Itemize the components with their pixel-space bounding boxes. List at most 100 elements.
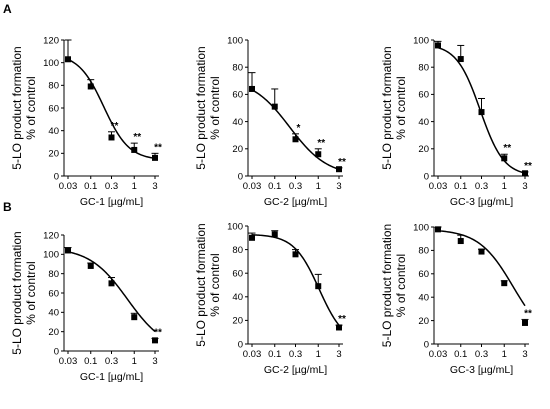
data-point <box>65 56 71 63</box>
y-tick-label: 40 <box>232 292 243 303</box>
significance-mark: ** <box>524 161 532 172</box>
data-point <box>435 226 441 233</box>
y-axis-label: 5-LO product formation <box>10 231 24 354</box>
x-tick-label: 0.3 <box>105 356 118 367</box>
y-tick-label: 40 <box>48 126 59 137</box>
significance-mark: ** <box>133 132 141 143</box>
data-point <box>152 154 158 161</box>
significance-mark: * <box>297 123 301 134</box>
y-tick-label: 0 <box>54 346 59 357</box>
y-axis-label: 5-LO product formation <box>380 46 394 169</box>
y-tick-label: 20 <box>232 144 243 155</box>
y-axis-label: % of control <box>394 254 408 317</box>
y-tick-label: 0 <box>54 171 59 182</box>
data-point <box>292 136 299 143</box>
x-axis-label: GC-3 [µg/mL] <box>450 196 513 208</box>
data-point <box>457 238 464 245</box>
y-tick-label: 40 <box>418 117 429 128</box>
y-tick-label: 100 <box>227 221 243 232</box>
y-axis-label: 5-LO product formation <box>194 46 208 169</box>
data-point <box>131 314 138 321</box>
y-tick-label: 100 <box>227 35 243 46</box>
x-tick-label: 0.1 <box>268 181 281 192</box>
y-axis-label: % of control <box>24 261 38 324</box>
x-axis-label: GC-2 [µg/mL] <box>264 196 327 208</box>
y-tick-label: 60 <box>232 269 243 280</box>
data-point <box>87 262 94 269</box>
x-tick-label: 0.1 <box>268 349 281 360</box>
y-tick-label: 20 <box>48 327 59 338</box>
x-tick-label: 3 <box>152 356 157 367</box>
data-point <box>336 166 342 173</box>
significance-mark: ** <box>154 142 162 153</box>
data-point <box>131 146 138 153</box>
y-tick-label: 0 <box>238 339 243 350</box>
y-tick-label: 80 <box>418 246 429 257</box>
data-point <box>65 247 71 254</box>
x-tick-label: 0.03 <box>429 181 448 192</box>
fit-curve <box>437 230 526 307</box>
y-tick-label: 20 <box>418 316 429 327</box>
data-point <box>315 283 322 290</box>
y-tick-label: 60 <box>418 269 429 280</box>
y-tick-label: 120 <box>43 230 59 241</box>
data-point <box>271 103 278 110</box>
fit-curve <box>251 89 340 171</box>
fit-curve <box>67 58 156 160</box>
data-point <box>478 109 485 116</box>
chart-panel-3: 0 20 40 60 80 100 0.03 0.1 0.3 1 3 GC-3 [µg/mL] 5-LO… <box>380 35 532 208</box>
data-point <box>478 248 485 255</box>
x-tick-label: 0.03 <box>243 181 262 192</box>
y-tick-label: 0 <box>238 171 243 182</box>
x-tick-label: 1 <box>316 181 321 192</box>
y-axis-label: % of control <box>394 76 408 139</box>
data-point <box>292 251 299 258</box>
y-tick-label: 0 <box>424 339 429 350</box>
x-tick-label: 1 <box>132 356 137 367</box>
data-point <box>457 56 464 63</box>
x-tick-label: 0.03 <box>429 349 448 360</box>
significance-mark: ** <box>338 314 346 325</box>
y-axis-label: % of control <box>208 253 222 316</box>
x-tick-label: 0.3 <box>475 181 488 192</box>
y-axis-label: 5-LO product formation <box>194 223 208 346</box>
data-point <box>249 234 255 241</box>
y-tick-label: 60 <box>418 90 429 101</box>
y-axis-label: % of control <box>208 76 222 139</box>
chart-panel-1: 0 20 40 60 80 100 120 0.03 0.1 0.3 1 3 GC-1 [µg/mL] 5… <box>10 35 162 208</box>
significance-mark: ** <box>503 143 511 154</box>
data-point <box>271 231 278 238</box>
y-tick-label: 0 <box>424 171 429 182</box>
x-tick-label: 3 <box>152 181 157 192</box>
y-tick-label: 80 <box>48 269 59 280</box>
data-point <box>435 42 441 49</box>
x-axis-label: GC-3 [µg/mL] <box>450 364 513 376</box>
chart-panel-4: 0 20 40 60 80 100 120 0.03 0.1 0.3 1 3 GC-1 [µg/mL] 5… <box>10 230 162 383</box>
y-tick-label: 20 <box>418 144 429 155</box>
significance-mark: ** <box>338 157 346 168</box>
x-tick-label: 0.1 <box>84 356 97 367</box>
x-tick-label: 0.03 <box>243 349 262 360</box>
x-tick-label: 0.1 <box>454 349 467 360</box>
x-tick-label: 0.03 <box>59 181 78 192</box>
x-tick-label: 0.3 <box>289 181 302 192</box>
data-point <box>501 280 508 287</box>
row-label-b: B <box>3 200 12 214</box>
x-tick-label: 3 <box>522 181 527 192</box>
x-axis-label: GC-2 [µg/mL] <box>264 364 327 376</box>
y-tick-label: 60 <box>232 90 243 101</box>
fit-curve <box>251 234 340 326</box>
y-tick-label: 100 <box>413 222 429 233</box>
x-tick-label: 3 <box>336 349 341 360</box>
fit-curve <box>67 251 156 333</box>
y-tick-label: 80 <box>48 81 59 92</box>
y-axis-label: % of control <box>24 76 38 139</box>
data-point <box>108 134 115 141</box>
x-tick-label: 3 <box>522 349 527 360</box>
x-tick-label: 1 <box>316 349 321 360</box>
significance-mark: ** <box>524 308 532 319</box>
y-axis-label: 5-LO product formation <box>380 224 394 347</box>
y-tick-label: 100 <box>43 250 59 261</box>
